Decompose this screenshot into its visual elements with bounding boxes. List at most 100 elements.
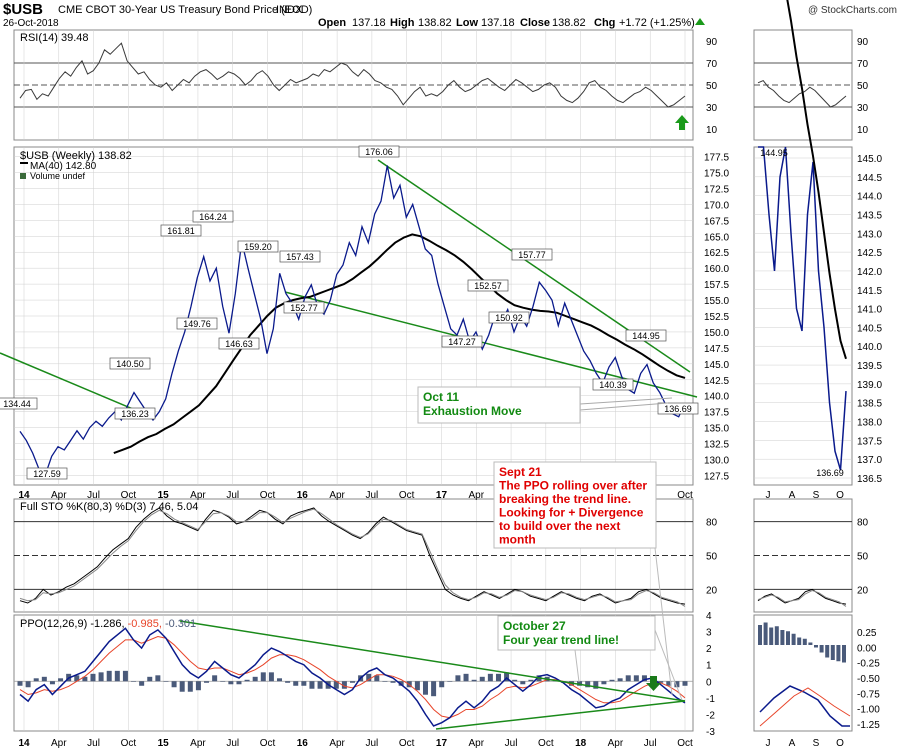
ppo-line	[19, 627, 686, 727]
x-tick-label-bottom: Apr	[468, 738, 484, 749]
price-tick-label: 157.5	[704, 280, 729, 291]
ppo-tick-label: 2	[706, 644, 712, 655]
ppo-histogram-bar	[195, 681, 201, 691]
sept21-callout-pointer	[654, 547, 673, 696]
sept21-callout-line: Looking for + Divergence	[499, 506, 644, 520]
side-ppo-histogram-bar	[814, 645, 818, 648]
price-data-label: 161.81	[167, 226, 195, 236]
ppo-histogram-bar	[41, 676, 47, 682]
high-label: High	[390, 17, 415, 29]
oct11-callout-pointer	[579, 397, 673, 405]
price-data-label: 157.43	[286, 252, 314, 262]
ppo-histogram-bar	[317, 681, 323, 689]
ppo-histogram-bar	[74, 675, 80, 682]
oct27-callout-title: October 27	[503, 619, 566, 633]
side-ppo-tick-label: -0.25	[857, 659, 880, 670]
side-rsi-tick-label: 90	[857, 37, 869, 48]
ppo-histogram-bar	[609, 679, 615, 682]
ppo-histogram-bar	[277, 678, 283, 682]
ppo-histogram-bar	[439, 681, 445, 688]
ppo-tick-label: 4	[706, 611, 712, 622]
x-tick-label-top: Apr	[190, 490, 206, 501]
price-data-label-box	[441, 335, 483, 348]
ppo-histogram-bar	[625, 675, 631, 682]
x-tick-label-bottom: Oct	[538, 738, 554, 749]
side-price-tick-label: 141.0	[857, 305, 882, 316]
volume-legend: Volume undef	[30, 171, 86, 181]
ppo-histogram-bar	[309, 681, 315, 689]
price-data-label: 164.24	[199, 212, 227, 222]
ppo-histogram-bar	[33, 678, 39, 682]
price-data-label: 149.76	[183, 319, 211, 329]
price-tick-label: 130.0	[704, 455, 729, 466]
ppo-histogram-bar	[471, 679, 477, 682]
side-x-label-top: J	[766, 490, 771, 501]
ppo-histogram-bar	[220, 681, 226, 682]
side-sto-tick-label: 80	[857, 518, 869, 529]
ppo-tick-label: 0	[706, 677, 712, 688]
ppo-tick-label: 1	[706, 661, 712, 672]
ppo-histogram-bar	[682, 681, 688, 686]
price-data-label-box	[160, 224, 202, 237]
ppo-histogram-bar	[268, 672, 274, 682]
sto-tick-label: 80	[706, 518, 718, 529]
ppo-histogram-bar	[487, 673, 493, 682]
sto-d-line	[19, 508, 686, 607]
side-rsi-tick-label: 50	[857, 81, 869, 92]
x-tick-label-bottom: Jul	[226, 738, 239, 749]
ppo-histogram-bar	[422, 681, 428, 695]
side-ppo-histogram-bar	[780, 630, 785, 645]
volume-legend-swatch	[20, 173, 26, 179]
x-tick-label-bottom: Apr	[329, 738, 345, 749]
price-data-label-box	[237, 240, 279, 253]
side-ppo-histogram-bar	[769, 627, 774, 645]
ppo-histogram-bar	[139, 681, 145, 686]
side-ppo-tick-label: 0.00	[857, 643, 877, 654]
x-tick-label-bottom: 18	[575, 738, 587, 749]
ppo-histogram-bar	[374, 675, 380, 682]
ma40-line	[113, 233, 686, 455]
side-ppo-histogram-bar	[819, 645, 824, 653]
x-tick-label-top: 17	[436, 490, 448, 501]
ma-legend: MA(40) 142.80	[30, 161, 97, 172]
x-tick-label-top: 14	[18, 490, 30, 501]
price-tick-label: 172.5	[704, 184, 729, 195]
ppo-legend-hist: -0.301	[165, 618, 196, 630]
sto-legend: Full STO %K(80,3) %D(3) 7.46, 5.04	[20, 501, 198, 513]
ppo-histogram-bar	[155, 675, 161, 682]
price-data-label: 146.63	[225, 339, 253, 349]
price-tick-label: 175.0	[704, 169, 729, 180]
side-ppo-histogram-bar	[797, 637, 802, 645]
side-price-tick-label: 142.0	[857, 267, 882, 278]
side-ppo-line	[759, 685, 850, 727]
ppo-histogram-bar	[601, 681, 607, 685]
ppo-histogram-bar	[341, 681, 347, 689]
x-tick-label-top: Apr	[51, 490, 67, 501]
side-ppo-histogram-bar	[758, 625, 762, 645]
ppo-histogram-bar	[98, 672, 104, 682]
close-value: 138.82	[552, 17, 586, 29]
rsi-line	[19, 42, 686, 108]
side-ppo-tick-label: -1.25	[857, 720, 880, 731]
low-value: 137.18	[481, 17, 515, 29]
ppo-histogram-bar	[390, 681, 396, 683]
symbol: $USB	[3, 1, 43, 18]
price-data-label: 140.39	[599, 380, 627, 390]
sto-tick-label: 50	[706, 552, 718, 563]
ppo-legend-main: PPO(12,26,9) -1.286,	[20, 618, 128, 630]
ppo-histogram-bar	[114, 670, 120, 682]
ppo-histogram-bar	[212, 675, 218, 682]
trend-line-lower-left	[0, 352, 141, 413]
ppo-histogram-bar	[260, 672, 266, 682]
sept21-callout-line: Sept 21	[499, 465, 542, 479]
price-tick-label: 137.5	[704, 408, 729, 419]
ppo-histogram-bar	[520, 681, 526, 685]
x-tick-label-bottom: Oct	[121, 738, 137, 749]
ppo-histogram-bar	[398, 681, 404, 686]
ppo-histogram-bar	[504, 672, 510, 682]
price-data-label-box	[192, 210, 234, 223]
close-label: Close	[520, 17, 550, 29]
side-ppo-tick-label: -0.75	[857, 689, 880, 700]
